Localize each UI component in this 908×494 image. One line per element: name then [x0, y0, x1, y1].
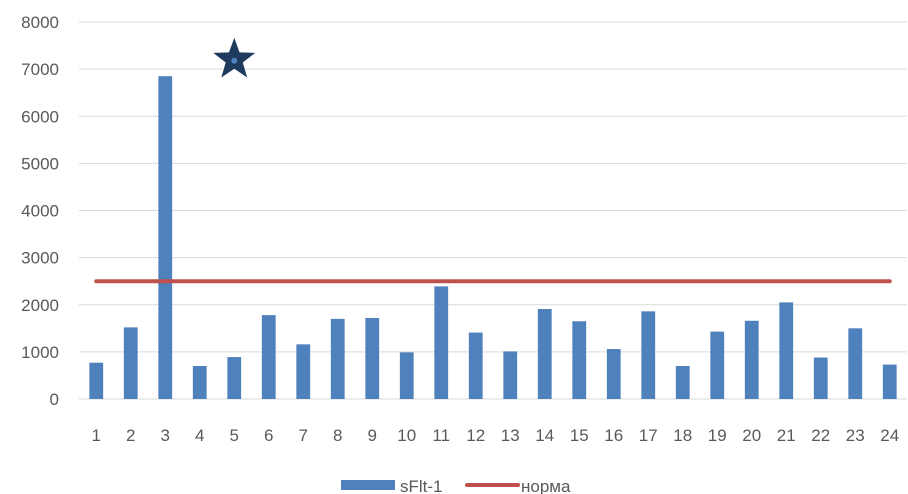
bar: [434, 286, 449, 399]
bar: [296, 344, 311, 399]
x-tick-label: 14: [535, 426, 554, 445]
bar: [606, 349, 621, 399]
x-tick-label: 21: [777, 426, 796, 445]
legend-label-sflt-1: sFlt-1: [400, 477, 443, 494]
bar: [89, 362, 104, 399]
bar: [330, 318, 345, 399]
bar: [365, 317, 380, 399]
x-tick-label: 2: [126, 426, 135, 445]
y-axis-ticks: 0 1000 2000 3000 4000 5000 6000 7000 8000: [21, 13, 59, 409]
x-tick-label: 17: [639, 426, 658, 445]
x-tick-label: 5: [230, 426, 239, 445]
x-tick-label: 10: [397, 426, 416, 445]
legend-swatch-sflt-1: [341, 480, 395, 490]
bar: [123, 327, 138, 399]
star-center-dot: [231, 57, 238, 64]
x-tick-label: 20: [742, 426, 761, 445]
x-tick-label: 3: [161, 426, 170, 445]
x-tick-label: 24: [880, 426, 899, 445]
x-tick-label: 4: [195, 426, 204, 445]
bar: [227, 357, 242, 399]
x-tick-label: 1: [92, 426, 101, 445]
legend: sFlt-1 норма: [341, 477, 571, 494]
bar: [744, 320, 759, 399]
bar: [503, 351, 518, 399]
x-tick-label: 13: [501, 426, 520, 445]
bar: [710, 331, 725, 399]
y-tick-label: 7000: [21, 60, 59, 79]
y-tick-label: 0: [50, 390, 59, 409]
bar: [641, 311, 656, 399]
bar: [399, 352, 414, 399]
x-tick-label: 7: [299, 426, 308, 445]
x-tick-label: 8: [333, 426, 342, 445]
bar: [261, 315, 276, 399]
y-tick-label: 6000: [21, 107, 59, 126]
bar: [468, 332, 483, 399]
annotation: [213, 37, 256, 78]
x-tick-label: 16: [604, 426, 623, 445]
x-tick-label: 9: [368, 426, 377, 445]
x-tick-label: 12: [466, 426, 485, 445]
bar: [537, 308, 552, 399]
star-icon: [213, 37, 256, 78]
y-tick-label: 5000: [21, 154, 59, 173]
bar: [158, 76, 173, 399]
x-tick-label: 19: [708, 426, 727, 445]
bar: [779, 302, 794, 399]
bar: [192, 366, 207, 399]
legend-label-norma: норма: [521, 477, 571, 494]
bar: [675, 366, 690, 399]
bar: [882, 364, 897, 399]
x-tick-label: 22: [811, 426, 830, 445]
y-tick-label: 2000: [21, 296, 59, 315]
y-tick-label: 3000: [21, 249, 59, 268]
x-tick-label: 23: [846, 426, 865, 445]
x-tick-label: 15: [570, 426, 589, 445]
bar: [572, 321, 587, 399]
y-tick-label: 1000: [21, 343, 59, 362]
x-tick-label: 6: [264, 426, 273, 445]
x-tick-label: 18: [673, 426, 692, 445]
y-tick-label: 4000: [21, 202, 59, 221]
bar: [813, 357, 828, 399]
bar-series-sflt-1: [89, 76, 897, 399]
x-tick-label: 11: [432, 426, 450, 445]
y-tick-label: 8000: [21, 13, 59, 32]
gridlines: [79, 21, 907, 353]
x-axis-ticks: 1 2 3 4 5 6 7 8 9 10 11 12 13 14 15 16 17 18 19 20 21 22 23 24: [92, 426, 900, 445]
bar: [848, 328, 863, 399]
